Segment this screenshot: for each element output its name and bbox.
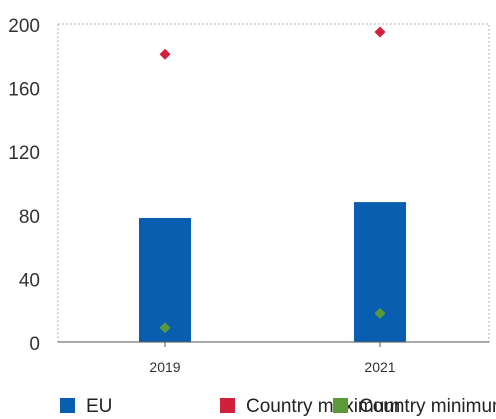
point-country-maximum bbox=[159, 48, 171, 60]
bar-eu bbox=[139, 217, 191, 342]
legend-label-country-maximum: Country maximum bbox=[246, 396, 400, 417]
y-tick-label: 160 bbox=[8, 80, 40, 101]
y-tick-label: 120 bbox=[8, 143, 40, 164]
y-tick-label: 80 bbox=[19, 207, 40, 228]
plot-area-border bbox=[57, 23, 490, 343]
bar-eu bbox=[354, 202, 406, 342]
points-layer bbox=[159, 26, 386, 334]
point-country-minimum bbox=[374, 307, 386, 319]
legend-swatch-country-maximum bbox=[220, 398, 235, 413]
y-tick-label: 40 bbox=[19, 270, 40, 291]
legend-swatch-country-minimum bbox=[333, 398, 348, 413]
bars-layer bbox=[139, 202, 406, 342]
y-tick-label: 200 bbox=[8, 16, 40, 37]
x-tick-label: 2019 bbox=[149, 359, 180, 375]
point-country-maximum bbox=[374, 26, 386, 38]
legend-label-country-minimum: Country minimum bbox=[359, 396, 496, 417]
legend-swatch-eu bbox=[60, 398, 75, 413]
y-tick-label: 0 bbox=[29, 334, 40, 355]
x-axis-ticks: 2019 2021 bbox=[149, 342, 396, 375]
legend-label-eu: EU bbox=[86, 396, 112, 417]
y-axis-ticks: 0 40 80 120 160 200 bbox=[8, 16, 40, 355]
point-country-minimum bbox=[159, 322, 171, 334]
x-tick-label: 2021 bbox=[364, 359, 395, 375]
